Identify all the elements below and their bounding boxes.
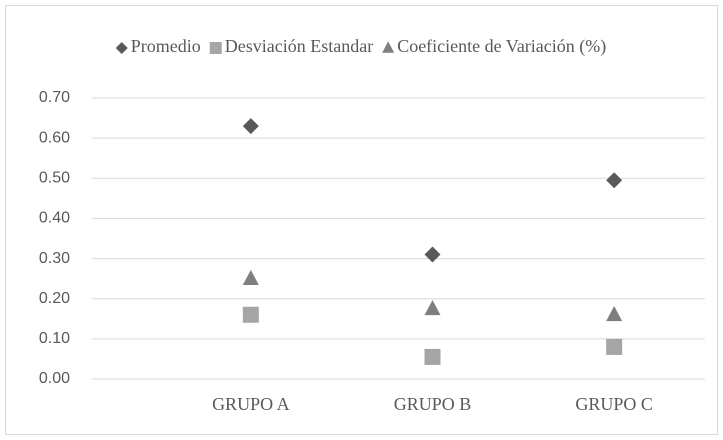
legend-label: Coeficiente de Variación (%) xyxy=(397,36,606,57)
diamond-marker xyxy=(242,118,259,135)
legend-marker xyxy=(209,42,222,54)
y-tick-label: 0.40 xyxy=(39,210,70,227)
triangle-marker xyxy=(242,269,259,286)
y-tick-label: 0.10 xyxy=(39,330,70,347)
legend-marker xyxy=(115,42,128,54)
diamond-marker xyxy=(424,246,441,263)
y-tick-label: 0.30 xyxy=(39,250,70,267)
legend-label: Promedio xyxy=(131,36,201,56)
y-tick-label: 0.00 xyxy=(39,370,70,387)
y-tick-label: 0.60 xyxy=(39,129,70,146)
legend-label: Desviación Estandar xyxy=(225,36,373,56)
triangle-marker xyxy=(606,305,623,322)
triangle-marker xyxy=(424,299,441,316)
x-tick-label: GRUPO A xyxy=(212,394,290,414)
square-marker xyxy=(242,306,259,323)
square-marker xyxy=(606,338,623,355)
legend-marker xyxy=(382,41,395,53)
chart-border xyxy=(5,5,718,435)
square-marker xyxy=(424,348,441,365)
diamond-marker xyxy=(606,172,623,189)
x-tick-label: GRUPO C xyxy=(575,394,653,414)
y-tick-label: 0.20 xyxy=(39,290,70,307)
x-tick-label: GRUPO B xyxy=(394,394,472,414)
y-tick-label: 0.70 xyxy=(39,89,70,106)
y-tick-label: 0.50 xyxy=(39,170,70,187)
